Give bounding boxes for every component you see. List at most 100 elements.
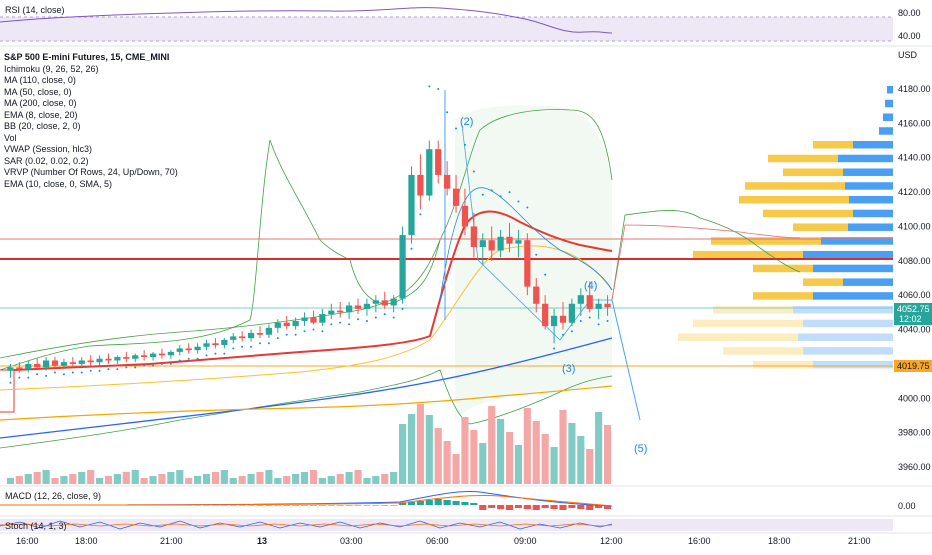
candle-body	[444, 175, 450, 189]
wave-label-4: (4)	[584, 280, 597, 292]
sar-dot	[393, 317, 395, 319]
candle-body	[462, 206, 468, 227]
macd-pane: MACD (12, 26, close, 9) 0.00	[0, 486, 932, 511]
volume-bar	[7, 478, 14, 484]
candle-body	[194, 347, 200, 350]
indicator-ma-110[interactable]: MA (110, close, 0)	[4, 75, 178, 87]
time-axis[interactable]: 16:00 18:00 21:00 13 03:00 06:00 09:00 12:00 16:…	[0, 533, 932, 546]
sar-dot	[197, 358, 199, 360]
volume-bar	[114, 474, 121, 484]
macd-bar	[372, 505, 379, 506]
indicator-ichimoku[interactable]: Ichimoku (9, 26, 52, 26)	[4, 64, 178, 76]
indicator-vol[interactable]: Vol	[4, 133, 178, 145]
volume-bar	[595, 412, 602, 484]
vrvp-down-bar	[838, 155, 893, 163]
sar-dot	[304, 330, 306, 332]
candle-body	[408, 175, 414, 235]
rsi-label: RSI (14, close)	[5, 5, 65, 15]
vrvp-down-bar	[813, 361, 893, 369]
sar-dot	[134, 366, 136, 368]
macd-bar	[239, 505, 246, 506]
price-tick-label: 4100.00	[898, 221, 931, 231]
time-label: 18:00	[768, 536, 791, 546]
candle-body	[515, 240, 521, 243]
sar-dot	[295, 334, 297, 336]
vrvp-down-bar	[883, 113, 893, 121]
price-axis[interactable]: USD 4180.00 4160.00 4140.00 4120.00 4100.00 4…	[894, 50, 932, 472]
vrvp-down-bar	[813, 265, 893, 273]
indicator-ma-200[interactable]: MA (200, close, 0)	[4, 98, 178, 110]
volume-bar	[577, 436, 584, 484]
sar-dot	[437, 88, 439, 90]
macd-bar	[265, 505, 272, 506]
candle-body	[105, 359, 111, 361]
macd-bar	[452, 501, 459, 505]
time-label: 16:00	[16, 536, 39, 546]
volume-bar	[123, 472, 130, 484]
sar-dot	[491, 189, 493, 191]
sar-dot	[179, 359, 181, 361]
time-label: 12:00	[600, 536, 623, 546]
time-label: 03:00	[340, 536, 363, 546]
candle-body	[61, 362, 67, 365]
sar-dot	[589, 317, 591, 319]
indicator-ema-10[interactable]: EMA (10, close, 0, SMA, 5)	[4, 179, 178, 191]
indicator-sar[interactable]: SAR (0.02, 0.02, 0.2)	[4, 156, 178, 168]
candle-body	[266, 328, 272, 335]
candle-body	[319, 314, 325, 323]
candle-body	[79, 360, 85, 363]
wave-label-2: (2)	[460, 116, 473, 128]
volume-bar	[533, 421, 540, 484]
candle-body	[506, 237, 512, 244]
candle-body	[70, 362, 76, 364]
vrvp-down-bar	[813, 292, 893, 300]
indicator-vrvp[interactable]: VRVP (Number Of Rows, 24, Up/Down, 70)	[4, 167, 178, 179]
candle-body	[16, 367, 22, 369]
volume-bar	[390, 472, 397, 484]
candle-body	[364, 304, 370, 309]
indicator-bb[interactable]: BB (20, close, 2, 0)	[4, 121, 178, 133]
sar-dot	[535, 254, 537, 256]
candle-body	[159, 354, 165, 356]
sar-dot	[384, 313, 386, 315]
symbol-title[interactable]: S&P 500 E-mini Futures, 15, CME_MINI	[4, 52, 178, 64]
ichimoku-lead-b	[612, 225, 800, 300]
vrvp-up-bar	[753, 292, 813, 300]
indicator-ma-50[interactable]: MA (50, close, 0)	[4, 87, 178, 99]
macd-bar	[283, 505, 290, 506]
macd-bar	[515, 505, 522, 508]
price-tick-label: 4180.00	[898, 84, 931, 94]
volume-bar	[141, 478, 148, 484]
vrvp-down-bar	[843, 278, 893, 286]
macd-bar	[533, 505, 540, 510]
candle-body	[114, 357, 120, 360]
volume-bar	[461, 417, 468, 484]
sar-dot	[268, 342, 270, 344]
volume-bar	[274, 478, 281, 484]
sar-dot	[170, 363, 172, 365]
sar-dot	[348, 323, 350, 325]
vrvp-up-bar	[713, 306, 793, 314]
sar-dot	[607, 320, 609, 322]
indicator-vwap[interactable]: VWAP (Session, hlc3)	[4, 144, 178, 156]
sar-dot	[161, 363, 163, 365]
vrvp-down-bar	[853, 141, 893, 149]
sar-dot	[410, 248, 412, 250]
vrvp-up-bar	[763, 210, 853, 218]
price-tick-label: 3980.00	[898, 428, 931, 438]
candle-body	[239, 336, 245, 338]
candle-body	[168, 352, 174, 355]
vrvp-up-bar	[803, 278, 843, 286]
volume-bar	[337, 474, 344, 484]
sar-dot	[517, 201, 519, 203]
macd-label: MACD (12, 26, close, 9)	[5, 491, 101, 501]
macd-bar	[248, 505, 255, 506]
candle-body	[275, 323, 281, 328]
sar-dot	[277, 337, 279, 339]
candle-body	[596, 304, 602, 309]
volume-bar	[16, 476, 23, 484]
indicator-ema-8[interactable]: EMA (8, close, 20)	[4, 110, 178, 122]
sar-dot	[286, 334, 288, 336]
volume-bar	[372, 476, 379, 484]
candle-body	[52, 360, 58, 365]
